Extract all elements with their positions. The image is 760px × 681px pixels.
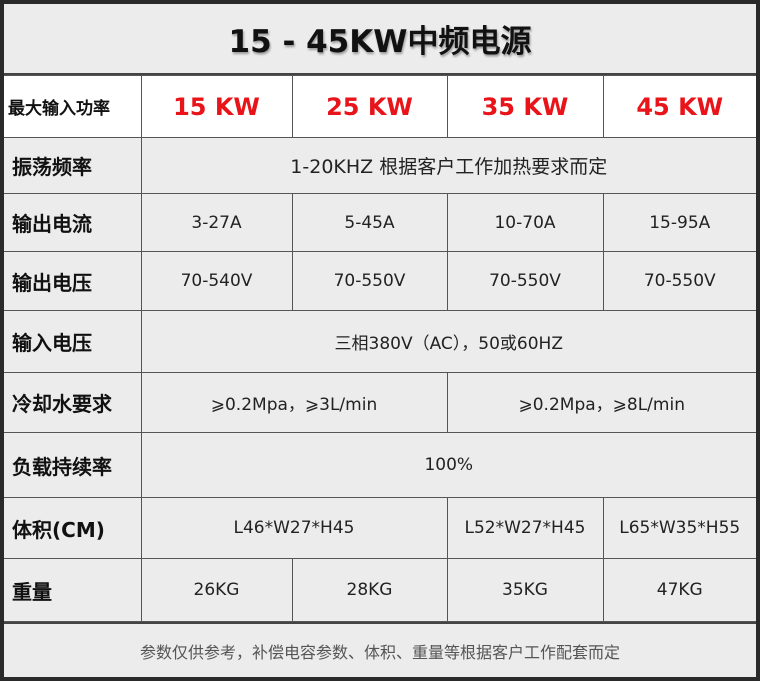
voltage-cell: 70-540V	[140, 251, 293, 311]
row-weight: 重量 26KG 28KG 35KG 47KG	[4, 558, 756, 622]
row-label: 输出电流	[4, 193, 142, 252]
row-voltage-out: 输出电压 70-540V 70-550V 70-550V 70-550V	[4, 251, 756, 311]
row-duty: 负载持续率 100%	[4, 432, 756, 498]
row-label: 输出电压	[4, 251, 142, 311]
voltage-cell: 70-550V	[446, 251, 604, 311]
power-cell: 25 KW	[291, 75, 448, 138]
spec-table: 最大输入功率 15 KW 25 KW 35 KW 45 KW 振荡频率 1-20…	[4, 75, 756, 622]
row-volume: 体积(CM) L46*W27*H45 L52*W27*H45 L65*W35*H…	[4, 497, 756, 559]
volume-cell: L46*W27*H45	[140, 497, 448, 559]
current-cell: 15-95A	[602, 193, 756, 252]
weight-cell: 28KG	[291, 558, 448, 622]
spec-sheet: 15 - 45KW中频电源 最大输入功率 15 KW 25 KW 35 KW 4…	[4, 4, 756, 677]
row-label: 振荡频率	[4, 137, 142, 194]
volume-cell: L52*W27*H45	[446, 497, 604, 559]
power-cell: 45 KW	[602, 75, 756, 138]
footer-note: 参数仅供参考，补偿电容参数、体积、重量等根据客户工作配套而定	[4, 622, 756, 678]
cooling-cell: ⩾0.2Mpa，⩾3L/min	[140, 372, 448, 433]
voltage-in-cell: 三相380V（AC），50或60HZ	[140, 310, 756, 373]
duty-cell: 100%	[140, 432, 756, 498]
row-label: 输入电压	[4, 310, 142, 373]
row-label: 体积(CM)	[4, 497, 142, 559]
frequency-cell: 1-20KHZ 根据客户工作加热要求而定	[140, 137, 756, 194]
row-power: 最大输入功率 15 KW 25 KW 35 KW 45 KW	[4, 75, 756, 138]
page-title: 15 - 45KW中频电源	[4, 4, 756, 75]
row-cooling: 冷却水要求 ⩾0.2Mpa，⩾3L/min ⩾0.2Mpa，⩾8L/min	[4, 372, 756, 433]
weight-cell: 47KG	[602, 558, 756, 622]
power-cell: 35 KW	[446, 75, 604, 138]
current-cell: 3-27A	[140, 193, 293, 252]
voltage-cell: 70-550V	[602, 251, 756, 311]
volume-cell: L65*W35*H55	[602, 497, 756, 559]
power-cell: 15 KW	[140, 75, 293, 138]
row-current: 输出电流 3-27A 5-45A 10-70A 15-95A	[4, 193, 756, 252]
voltage-cell: 70-550V	[291, 251, 448, 311]
row-label: 最大输入功率	[4, 75, 142, 138]
current-cell: 10-70A	[446, 193, 604, 252]
row-voltage-in: 输入电压 三相380V（AC），50或60HZ	[4, 310, 756, 373]
current-cell: 5-45A	[291, 193, 448, 252]
cooling-cell: ⩾0.2Mpa，⩾8L/min	[446, 372, 756, 433]
row-frequency: 振荡频率 1-20KHZ 根据客户工作加热要求而定	[4, 137, 756, 194]
weight-cell: 26KG	[140, 558, 293, 622]
row-label: 重量	[4, 558, 142, 622]
row-label: 冷却水要求	[4, 372, 142, 433]
weight-cell: 35KG	[446, 558, 604, 622]
row-label: 负载持续率	[4, 432, 142, 498]
